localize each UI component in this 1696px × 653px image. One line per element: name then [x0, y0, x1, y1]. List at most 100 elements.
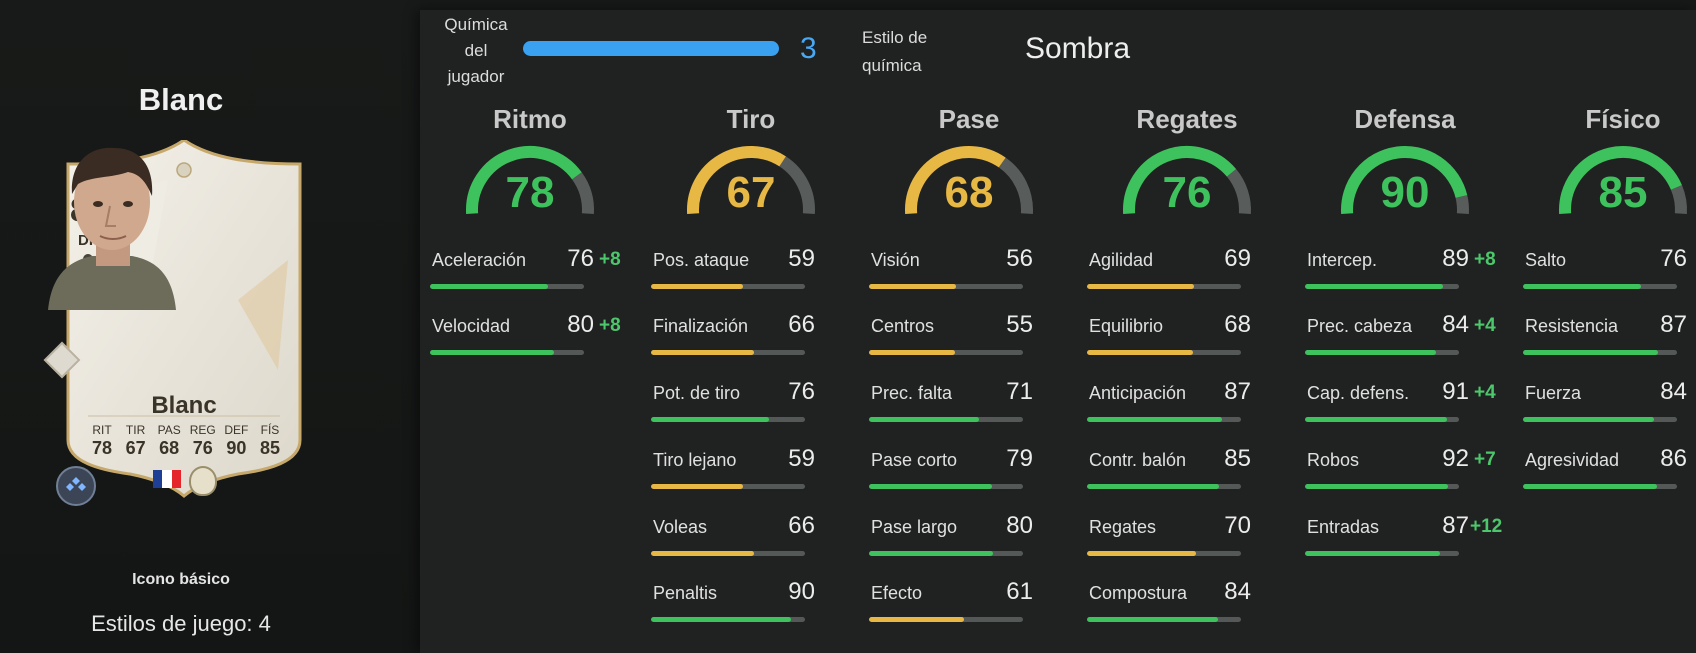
gauge-fill	[687, 146, 786, 215]
attributes-panel	[420, 10, 1696, 653]
attribute-bar	[1087, 417, 1241, 422]
attribute-row[interactable]: Voleas 66	[651, 512, 823, 567]
attribute-row[interactable]: Anticipación 87	[1087, 378, 1259, 433]
attribute-bar	[869, 350, 1023, 355]
attribute-value: 84	[1442, 311, 1469, 338]
attribute-row[interactable]: Equilibrio 68	[1087, 311, 1259, 366]
attribute-row[interactable]: Tiro lejano 59	[651, 445, 823, 500]
attribute-name: Pase corto	[871, 450, 958, 470]
category-title: Pase	[938, 104, 1000, 134]
attribute-name: Prec. falta	[871, 383, 953, 403]
attribute-name: Salto	[1525, 250, 1567, 270]
top-strip	[0, 0, 1696, 10]
attribute-bar	[651, 617, 805, 622]
attribute-bar-fill	[651, 617, 791, 622]
playstyle-badge-icon[interactable]	[56, 466, 96, 506]
gauge-track	[571, 172, 594, 215]
attribute-row[interactable]: Entradas 87 +12	[1305, 512, 1502, 567]
attribute-value: 80	[567, 311, 594, 338]
attribute-bar-fill	[1523, 350, 1659, 355]
attribute-name: Agresividad	[1525, 450, 1620, 470]
attribute-bar-fill	[1523, 284, 1642, 289]
attribute-name: Pase largo	[871, 517, 958, 537]
attribute-value: 79	[1006, 445, 1033, 472]
attribute-bar-fill	[1087, 617, 1218, 622]
attribute-bar-fill	[869, 284, 957, 289]
card-stat: REG 76	[189, 423, 216, 458]
attribute-row[interactable]: Prec. cabeza 84 +4	[1305, 311, 1496, 366]
attribute-bar	[1523, 350, 1677, 355]
category-title: Físico	[1585, 104, 1661, 134]
attribute-bar-fill	[869, 350, 955, 355]
gauge-fill	[466, 146, 582, 215]
attribute-row[interactable]: Contr. balón 85	[1087, 445, 1259, 500]
attribute-bar	[651, 350, 805, 355]
attribute-bar	[1305, 551, 1459, 556]
attribute-value: 76	[788, 378, 815, 405]
attribute-row[interactable]: Agilidad 69	[1087, 245, 1259, 300]
attribute-boost: +12	[1470, 516, 1503, 537]
attribute-row[interactable]: Centros 55	[869, 311, 1041, 366]
gauge-fill	[1123, 146, 1237, 215]
attribute-bar	[869, 284, 1023, 289]
attribute-row[interactable]: Efecto 61	[869, 578, 1041, 633]
attribute-boost: +8	[1474, 249, 1496, 270]
attribute-bar	[1087, 617, 1241, 622]
card-type-label: Icono básico	[132, 571, 230, 588]
attribute-row[interactable]: Finalización 66	[651, 311, 823, 366]
attribute-value: 66	[788, 512, 815, 539]
attribute-value: 87	[1224, 378, 1251, 405]
attribute-row[interactable]: Fuerza 84	[1523, 378, 1695, 433]
card-stat: FÍS 85	[259, 423, 280, 458]
attribute-bar-fill	[1523, 417, 1654, 422]
gauge-track	[1670, 185, 1687, 215]
category-gauge	[1341, 146, 1469, 215]
attribute-row[interactable]: Pase corto 79	[869, 445, 1041, 500]
attribute-value: 92	[1442, 445, 1469, 472]
attribute-row[interactable]: Compostura 84	[1087, 578, 1259, 633]
card-stat: TIR 67	[125, 423, 146, 458]
attribute-row[interactable]: Intercep. 89 +8	[1305, 245, 1496, 300]
attribute-row[interactable]: Salto 76	[1523, 245, 1695, 300]
attribute-row[interactable]: Aceleración 76 +8	[430, 245, 621, 300]
attribute-row[interactable]: Visión 56	[869, 245, 1041, 300]
attribute-row[interactable]: Regates 70	[1087, 512, 1259, 567]
attribute-name: Velocidad	[432, 316, 511, 336]
attribute-name: Voleas	[653, 517, 708, 537]
category-gauge	[1123, 146, 1251, 215]
attribute-value: 56	[1006, 245, 1033, 272]
attribute-bar	[1305, 417, 1459, 422]
attribute-name: Efecto	[871, 583, 923, 603]
card-player-name: Blanc	[151, 392, 217, 419]
attribute-row[interactable]: Pase largo 80	[869, 512, 1041, 567]
gauge-track	[779, 156, 815, 215]
attribute-row[interactable]: Pot. de tiro 76	[651, 378, 823, 433]
player-photo	[48, 147, 176, 310]
attribute-bar	[430, 350, 584, 355]
category-title: Ritmo	[493, 104, 567, 134]
chemistry-style-value[interactable]: Sombra	[1025, 32, 1131, 65]
attribute-value: 80	[1006, 512, 1033, 539]
chemistry-style-label: Estilo de química	[862, 24, 936, 80]
attribute-row[interactable]: Velocidad 80 +8	[430, 311, 621, 366]
attribute-row[interactable]: Cap. defens. 91 +4	[1305, 378, 1496, 433]
player-name: Blanc	[138, 82, 224, 117]
attribute-row[interactable]: Robos 92 +7	[1305, 445, 1496, 500]
attribute-boost: +8	[599, 249, 621, 270]
chemistry-value: 3	[800, 32, 817, 65]
attribute-bar-fill	[869, 551, 994, 556]
attribute-row[interactable]: Pos. ataque 59	[651, 245, 823, 300]
attribute-row[interactable]: Prec. falta 71	[869, 378, 1041, 433]
attribute-bar	[869, 617, 1023, 622]
category-gauge	[466, 146, 594, 215]
attribute-row[interactable]: Agresividad 86	[1523, 445, 1695, 500]
attribute-bar	[1087, 551, 1241, 556]
gauge-track	[1455, 195, 1469, 215]
attribute-row[interactable]: Penaltis 90	[651, 578, 823, 633]
attribute-row[interactable]: Resistencia 87	[1523, 311, 1695, 366]
attribute-bar	[1523, 484, 1677, 489]
attribute-value: 87	[1660, 311, 1687, 338]
attribute-value: 86	[1660, 445, 1687, 472]
chemistry-bar	[523, 41, 779, 56]
